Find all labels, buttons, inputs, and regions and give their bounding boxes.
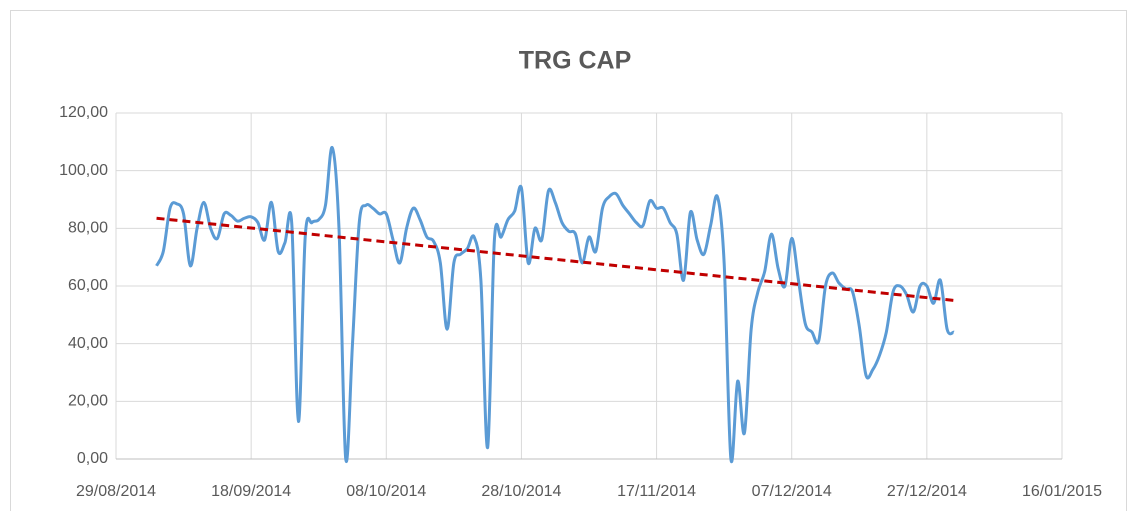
x-tick-label: 27/12/2014	[887, 483, 967, 500]
x-tick-label: 17/11/2014	[617, 483, 696, 500]
y-tick-label: 60,00	[68, 277, 108, 294]
x-tick-label: 28/10/2014	[481, 483, 561, 500]
y-tick-label: 0,00	[77, 450, 108, 467]
line-series	[156, 216, 955, 302]
chart-border	[10, 10, 1127, 511]
x-tick-label: 08/10/2014	[346, 483, 426, 500]
x-tick-label: 07/12/2014	[752, 483, 832, 500]
x-tick-label: 18/09/2014	[211, 483, 291, 500]
y-tick-label: 120,00	[59, 104, 108, 121]
x-tick-label: 29/08/2014	[76, 483, 156, 500]
chart-title: TRG CAP	[519, 47, 632, 75]
x-tick-label: 16/01/2015	[1022, 483, 1102, 500]
line-series	[155, 146, 955, 464]
y-tick-label: 80,00	[68, 220, 108, 237]
y-tick-label: 40,00	[68, 335, 108, 352]
y-tick-label: 100,00	[59, 162, 108, 179]
y-tick-label: 20,00	[68, 393, 108, 410]
